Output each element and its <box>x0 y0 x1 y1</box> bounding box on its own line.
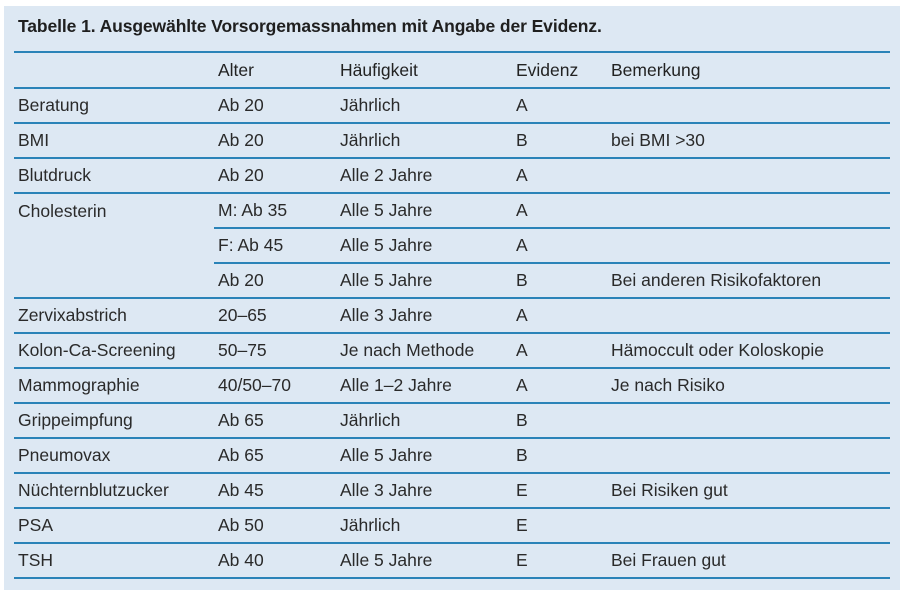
header-cell-evidence: Evidenz <box>512 51 607 89</box>
cell-remark: Je nach Risiko <box>607 368 890 404</box>
header-cell-measure <box>14 51 214 89</box>
header-cell-age: Alter <box>214 51 336 89</box>
cell-age: 40/50–70 <box>214 368 336 404</box>
cell-evidence: E <box>512 508 607 544</box>
cell-frequency: Alle 5 Jahre <box>336 228 512 264</box>
cell-remark <box>607 298 890 334</box>
cell-remark <box>607 403 890 439</box>
table-caption: Tabelle 1. Ausgewählte Vorsorgemassnahme… <box>18 16 602 36</box>
table-panel: Tabelle 1. Ausgewählte Vorsorgemassnahme… <box>4 6 900 590</box>
cell-measure <box>14 263 214 299</box>
cell-age: Ab 20 <box>214 88 336 124</box>
cell-frequency: Jährlich <box>336 123 512 159</box>
cell-measure: Nüchternblutzucker <box>14 473 214 509</box>
cell-frequency: Alle 5 Jahre <box>336 263 512 299</box>
table-row: TSH Ab 40 Alle 5 Jahre E Bei Frauen gut <box>14 543 890 579</box>
cell-age: Ab 20 <box>214 263 336 299</box>
table-row: Cholesterin M: Ab 35 Alle 5 Jahre A <box>14 193 890 229</box>
cell-age: Ab 65 <box>214 438 336 474</box>
cell-age: 50–75 <box>214 333 336 369</box>
table-header-row: Alter Häufigkeit Evidenz Bemerkung <box>14 51 890 89</box>
cell-age: Ab 40 <box>214 543 336 579</box>
cell-frequency: Alle 5 Jahre <box>336 438 512 474</box>
cell-remark: Hämoccult oder Koloskopie <box>607 333 890 369</box>
cell-age: Ab 20 <box>214 123 336 159</box>
cell-measure: PSA <box>14 508 214 544</box>
cell-remark: Bei Frauen gut <box>607 543 890 579</box>
cell-remark <box>607 438 890 474</box>
table-row: Blutdruck Ab 20 Alle 2 Jahre A <box>14 158 890 194</box>
cell-measure: Beratung <box>14 88 214 124</box>
header-cell-frequency: Häufigkeit <box>336 51 512 89</box>
cell-remark <box>607 508 890 544</box>
cell-frequency: Jährlich <box>336 508 512 544</box>
cell-age: F: Ab 45 <box>214 228 336 264</box>
cell-evidence: B <box>512 263 607 299</box>
table-row: Grippeimpfung Ab 65 Jährlich B <box>14 403 890 439</box>
cell-remark: Bei Risiken gut <box>607 473 890 509</box>
cell-frequency: Alle 2 Jahre <box>336 158 512 194</box>
cell-frequency: Alle 5 Jahre <box>336 193 512 229</box>
cell-evidence: A <box>512 333 607 369</box>
cell-evidence: A <box>512 88 607 124</box>
cell-evidence: A <box>512 298 607 334</box>
cell-age: 20–65 <box>214 298 336 334</box>
cell-evidence: B <box>512 403 607 439</box>
cell-measure: TSH <box>14 543 214 579</box>
table-row: Nüchternblutzucker Ab 45 Alle 3 Jahre E Bei … <box>14 473 890 509</box>
cell-remark: Bei anderen Risikofaktoren <box>607 263 890 299</box>
cell-frequency: Alle 1–2 Jahre <box>336 368 512 404</box>
cell-age: M: Ab 35 <box>214 193 336 229</box>
table-row: Beratung Ab 20 Jährlich A <box>14 88 890 124</box>
cell-measure: Mammographie <box>14 368 214 404</box>
cell-frequency: Alle 3 Jahre <box>336 473 512 509</box>
cell-evidence: B <box>512 438 607 474</box>
table-row: Zervixabstrich 20–65 Alle 3 Jahre A <box>14 298 890 334</box>
table-row: F: Ab 45 Alle 5 Jahre A <box>14 228 890 264</box>
cell-remark <box>607 193 890 229</box>
cell-measure: Pneumovax <box>14 438 214 474</box>
cell-measure <box>14 228 214 263</box>
cell-remark <box>607 88 890 124</box>
cell-evidence: E <box>512 543 607 579</box>
cell-remark: bei BMI >30 <box>607 123 890 159</box>
cell-evidence: A <box>512 228 607 264</box>
cell-measure: Kolon-Ca-Screening <box>14 333 214 369</box>
cell-measure: Zervixabstrich <box>14 298 214 334</box>
cell-evidence: A <box>512 193 607 229</box>
cell-frequency: Jährlich <box>336 403 512 439</box>
cell-evidence: E <box>512 473 607 509</box>
table-row: Pneumovax Ab 65 Alle 5 Jahre B <box>14 438 890 474</box>
cell-remark <box>607 158 890 194</box>
table-row: PSA Ab 50 Jährlich E <box>14 508 890 544</box>
cell-age: Ab 50 <box>214 508 336 544</box>
cell-measure: Blutdruck <box>14 158 214 194</box>
cell-evidence: A <box>512 158 607 194</box>
cell-frequency: Je nach Methode <box>336 333 512 369</box>
cell-frequency: Jährlich <box>336 88 512 124</box>
table-row: Kolon-Ca-Screening 50–75 Je nach Methode A H… <box>14 333 890 369</box>
cell-measure: BMI <box>14 123 214 159</box>
cell-evidence: A <box>512 368 607 404</box>
cell-measure: Cholesterin <box>18 200 107 221</box>
evidence-table: Alter Häufigkeit Evidenz Bemerkung Berat… <box>14 51 890 579</box>
header-cell-remark: Bemerkung <box>607 51 890 89</box>
cell-frequency: Alle 5 Jahre <box>336 543 512 579</box>
table-row: Ab 20 Alle 5 Jahre B Bei anderen Risikofakt… <box>14 263 890 299</box>
cell-evidence: B <box>512 123 607 159</box>
cell-age: Ab 65 <box>214 403 336 439</box>
table-row: Mammographie 40/50–70 Alle 1–2 Jahre A Je na… <box>14 368 890 404</box>
cell-frequency: Alle 3 Jahre <box>336 298 512 334</box>
cell-age: Ab 45 <box>214 473 336 509</box>
cell-measure: Grippeimpfung <box>14 403 214 439</box>
cell-remark <box>607 228 890 264</box>
cell-age: Ab 20 <box>214 158 336 194</box>
